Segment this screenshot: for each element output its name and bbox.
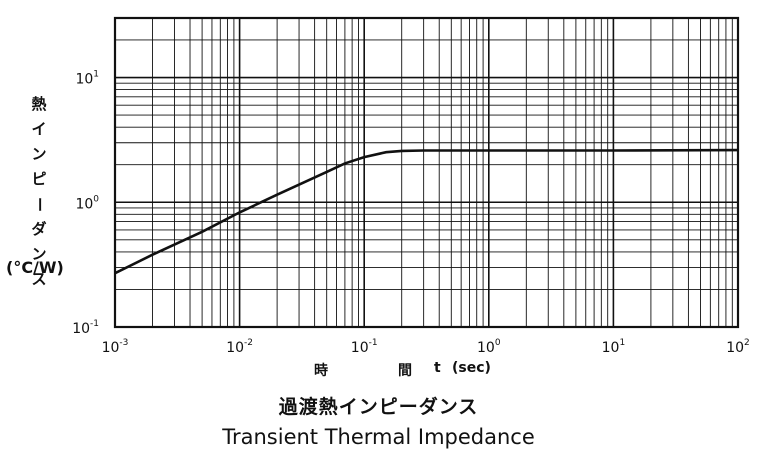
y-axis-label: 熱インピーダンス [30, 95, 49, 288]
x-axis-label-part-2: 間 [398, 363, 412, 379]
x-tick-labels: 10-3 10-2 10-1 100 101 102 [102, 338, 750, 356]
x-tick-label: 10-3 [102, 338, 129, 356]
chart-subtitle: Transient Thermal Impedance [222, 425, 535, 449]
x-tick-label: 101 [602, 338, 626, 356]
x-tick-label: 102 [726, 338, 750, 356]
x-tick-label: 10-1 [351, 338, 378, 356]
x-axis-label-part-1: 時 [314, 363, 328, 379]
y-tick-label: 100 [75, 194, 99, 212]
y-tick-label: 101 [75, 70, 99, 88]
y-tick-label: 10-1 [72, 319, 99, 337]
chart-title: 過渡熱インピーダンス [278, 396, 479, 418]
plot-frame [113, 16, 740, 329]
y-tick-labels: 10-1 100 101 [72, 70, 99, 337]
x-tick-label: 10-2 [226, 338, 253, 356]
impedance-curve [114, 148, 739, 275]
x-axis-label-part-4: (sec) [452, 360, 491, 376]
x-tick-label: 100 [477, 338, 501, 356]
grid-lines [115, 18, 738, 327]
y-axis-unit: (°C/W) [6, 258, 64, 277]
x-axis-label-part-3: t [434, 360, 441, 376]
